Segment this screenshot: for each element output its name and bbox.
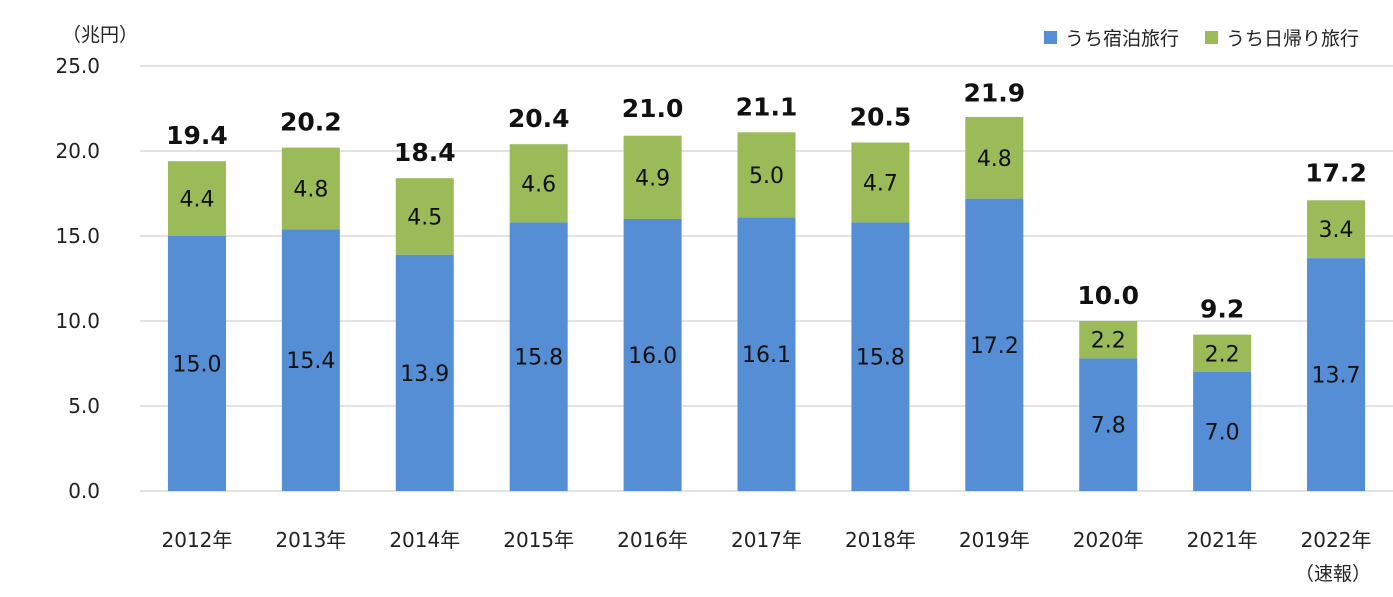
bar-lodging: [737, 217, 796, 492]
data-label-daytrip: 4.8: [293, 177, 328, 202]
bar-lodging: [1307, 258, 1366, 491]
bar-daytrip: [1079, 321, 1138, 359]
data-label-lodging: 15.0: [172, 353, 221, 378]
bar-lodging: [623, 219, 682, 491]
x-tick-label: 2015年: [503, 528, 574, 552]
y-tick-label: 0.0: [68, 479, 100, 503]
bar-lodging: [167, 236, 226, 491]
total-label: 21.9: [963, 79, 1025, 108]
x-tick-label: 2016年: [617, 528, 688, 552]
data-label-daytrip: 4.7: [863, 171, 898, 196]
x-tick-label: 2021年: [1187, 528, 1258, 552]
total-label: 21.0: [622, 94, 684, 123]
data-label-lodging: 13.9: [400, 362, 449, 387]
data-label-daytrip: 5.0: [749, 164, 784, 189]
bar-daytrip: [395, 178, 454, 255]
y-tick-label: 5.0: [68, 394, 100, 418]
data-label-daytrip: 4.4: [179, 188, 214, 213]
legend-label-lodging: うち宿泊旅行: [1064, 28, 1179, 50]
data-label-daytrip: 4.5: [407, 205, 442, 230]
data-label-daytrip: 2.2: [1205, 342, 1240, 367]
data-label-lodging: 16.0: [628, 344, 677, 369]
bar-lodging: [509, 222, 568, 491]
bar-daytrip: [737, 132, 796, 218]
bar-lodging: [851, 222, 910, 491]
total-label: 18.4: [394, 138, 456, 167]
x-tick-label: 2012年: [162, 528, 233, 552]
total-label: 17.2: [1305, 159, 1367, 188]
data-label-daytrip: 4.9: [635, 166, 670, 191]
data-label-lodging: 17.2: [970, 334, 1019, 359]
x-tick-label: 2017年: [731, 528, 802, 552]
x-tick-label: 2022年: [1301, 528, 1372, 552]
y-tick-label: 15.0: [55, 224, 100, 248]
legend-label-daytrip: うち日帰り旅行: [1225, 28, 1359, 50]
total-label: 10.0: [1077, 281, 1139, 310]
bar-daytrip: [509, 144, 568, 223]
x-tick-label: 2020年: [1073, 528, 1144, 552]
data-label-daytrip: 2.2: [1091, 329, 1126, 354]
x-tick-label: 2013年: [275, 528, 346, 552]
bar-lodging: [1193, 372, 1252, 491]
total-label: 21.1: [736, 92, 798, 121]
bar-daytrip: [281, 147, 340, 230]
bar-daytrip: [1193, 334, 1252, 372]
bar-lodging: [395, 254, 454, 491]
legend-item-daytrip: うち日帰り旅行: [1204, 24, 1359, 51]
total-label: 9.2: [1200, 295, 1244, 324]
total-label: 20.4: [508, 104, 570, 133]
data-label-lodging: 15.4: [286, 349, 335, 374]
bar-lodging: [1079, 358, 1138, 491]
bar-daytrip: [623, 135, 682, 219]
bar-daytrip: [167, 161, 226, 236]
y-tick-label: 10.0: [55, 309, 100, 333]
bar-daytrip: [1307, 200, 1366, 259]
data-label-daytrip: 4.6: [521, 172, 556, 197]
data-label-lodging: 13.7: [1312, 364, 1361, 389]
y-axis-unit-label: （兆円）: [62, 24, 139, 46]
y-tick-label: 25.0: [55, 54, 100, 78]
bar-lodging: [281, 229, 340, 491]
data-label-daytrip: 3.4: [1319, 218, 1354, 243]
total-label: 20.2: [280, 108, 342, 137]
preliminary-note: （速報）: [1294, 563, 1371, 585]
legend-swatch-lodging: [1043, 31, 1057, 44]
y-tick-label: 20.0: [55, 139, 100, 163]
total-label: 19.4: [166, 121, 228, 150]
data-label-daytrip: 4.8: [977, 147, 1012, 172]
bar-daytrip: [851, 142, 910, 223]
data-label-lodging: 15.8: [514, 346, 563, 371]
x-tick-label: 2014年: [389, 528, 460, 552]
data-label-lodging: 7.8: [1091, 414, 1126, 439]
bar-daytrip: [965, 117, 1024, 199]
data-label-lodging: 15.8: [856, 346, 905, 371]
bar-lodging: [965, 198, 1024, 491]
legend-swatch-daytrip: [1204, 31, 1218, 44]
x-tick-label: 2018年: [845, 528, 916, 552]
legend-item-lodging: うち宿泊旅行: [1043, 24, 1179, 51]
data-label-lodging: 7.0: [1205, 421, 1240, 446]
legend: うち宿泊旅行 うち日帰り旅行: [1043, 24, 1359, 51]
data-label-lodging: 16.1: [742, 343, 791, 368]
x-tick-label: 2019年: [959, 528, 1030, 552]
total-label: 20.5: [850, 103, 912, 132]
